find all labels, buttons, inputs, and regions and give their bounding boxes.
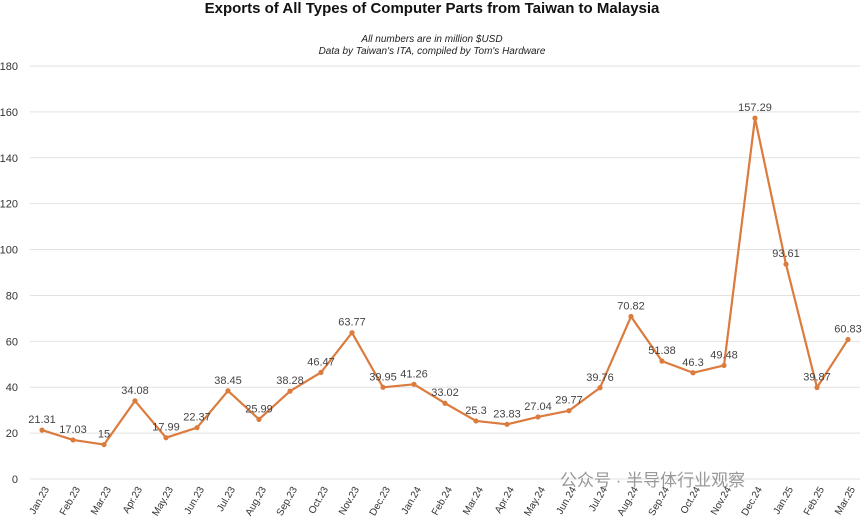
y-tick-label: 20: [6, 428, 18, 440]
y-tick-label: 40: [6, 382, 18, 394]
point: [163, 435, 169, 441]
point: [411, 381, 417, 387]
point: [442, 400, 448, 406]
point: [597, 385, 603, 391]
data-label: 38.28: [276, 375, 304, 387]
y-tick-label: 100: [0, 245, 18, 257]
subtitle: All numbers are in million $USD: [360, 34, 502, 45]
point: [473, 418, 479, 424]
x-tick-label: Jun.23: [183, 485, 208, 517]
point: [628, 313, 634, 320]
point: [752, 115, 758, 121]
point: [194, 425, 200, 431]
point: [132, 398, 138, 404]
x-tick-label: Mar.23: [89, 485, 114, 517]
point: [504, 421, 510, 427]
data-label: 21.31: [28, 414, 56, 426]
data-label: 38.45: [214, 375, 242, 387]
x-tick-label: Mar.24: [461, 485, 486, 517]
data-label: 49.48: [710, 349, 738, 361]
point: [535, 414, 541, 420]
point: [349, 330, 355, 336]
x-tick-label: Aug.23: [244, 485, 270, 518]
data-label: 46.3: [682, 357, 703, 369]
data-label: 93.61: [772, 248, 800, 260]
data-label: 17.03: [59, 424, 87, 436]
point: [39, 427, 45, 433]
data-label: 46.47: [307, 356, 335, 368]
point: [721, 362, 727, 369]
x-tick-label: Sep.23: [275, 485, 301, 518]
y-tick-label: 60: [6, 336, 18, 348]
data-label: 157.29: [738, 102, 772, 114]
point: [814, 384, 820, 391]
data-label: 39.95: [369, 371, 397, 383]
x-tick-label: Feb.25: [802, 485, 827, 518]
x-tick-label: Nov.23: [337, 485, 362, 518]
x-tick-label: Jan.24: [400, 485, 425, 517]
x-tick-label: Apr.23: [121, 485, 145, 516]
data-label: 15: [98, 429, 110, 441]
data-label: 29.77: [555, 395, 583, 407]
x-tick-label: Feb.23: [58, 485, 83, 518]
data-label: 23.83: [493, 408, 521, 420]
point: [225, 388, 231, 394]
data-label: 39.76: [586, 372, 614, 384]
y-tick-label: 140: [0, 153, 18, 165]
data-label: 60.83: [834, 323, 862, 335]
x-tick-label: Apr.24: [493, 485, 517, 516]
x-tick-label: Feb.24: [430, 485, 455, 518]
x-tick-label: Jan.23: [28, 485, 53, 517]
point: [256, 416, 262, 422]
point: [783, 261, 789, 267]
chart-title: Exports of All Types of Computer Parts f…: [205, 0, 660, 17]
point: [287, 388, 293, 394]
data-label: 41.26: [400, 368, 428, 380]
point: [566, 408, 572, 414]
data-label: 25.99: [245, 403, 273, 415]
y-tick-label: 120: [0, 199, 18, 211]
data-label: 22.37: [183, 412, 211, 424]
data-label: 33.02: [431, 387, 459, 399]
y-tick-label: 180: [0, 61, 18, 73]
x-tick-label: Jul.23: [215, 485, 238, 514]
watermark: 公众号 · 半导体行业观察: [560, 471, 745, 490]
y-tick-label: 80: [6, 290, 18, 302]
x-tick-label: Jan.25: [772, 485, 797, 517]
data-label: 17.99: [152, 422, 180, 434]
data-label: 63.77: [338, 317, 366, 329]
x-tick-label: Oct.23: [307, 485, 331, 516]
data-label: 27.04: [524, 401, 552, 413]
x-tick-label: Dec.23: [368, 485, 394, 518]
x-tick-label: May.23: [151, 485, 177, 519]
x-tick-label: May.24: [523, 485, 549, 519]
x-tick-label: Mar.25: [833, 485, 858, 517]
data-label: 51.38: [648, 345, 676, 357]
y-tick-label: 160: [0, 107, 18, 119]
point: [845, 336, 851, 343]
point: [659, 358, 665, 364]
point: [318, 369, 324, 375]
data-label: 39.87: [803, 372, 831, 384]
subtitle: Data by Taiwan's ITA, compiled by Tom's …: [319, 46, 546, 57]
point: [101, 441, 107, 448]
point: [380, 384, 386, 390]
data-label: 25.3: [465, 405, 486, 417]
point: [690, 370, 696, 376]
data-label: 70.82: [617, 301, 645, 313]
y-tick-label: 0: [12, 474, 18, 486]
point: [70, 437, 76, 443]
data-label: 34.08: [121, 385, 149, 397]
